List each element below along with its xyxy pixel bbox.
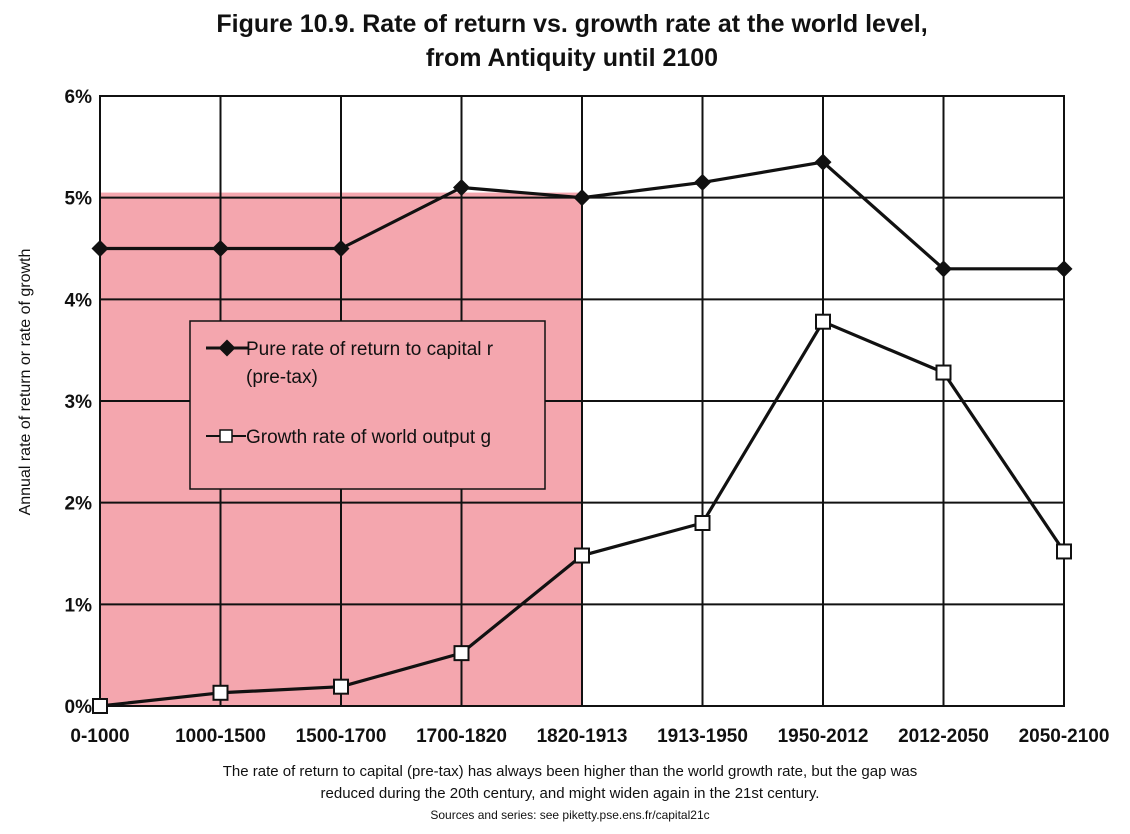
data-point-r — [814, 153, 832, 171]
data-point-g — [212, 684, 229, 701]
legend-g-label: Growth rate of world output g — [246, 427, 491, 448]
y-tick-label: 0% — [65, 697, 93, 718]
x-tick-label: 1950-2012 — [778, 726, 869, 747]
legend-r-label: Pure rate of return to capital r — [246, 339, 494, 360]
y-axis-label: Annual rate of return or rate of growth — [17, 249, 34, 516]
chart-title-line2: from Antiquity until 2100 — [426, 44, 718, 72]
data-point-g — [92, 698, 108, 714]
y-tick-label: 6% — [65, 87, 93, 108]
legend: Pure rate of return to capital r (pre-ta… — [189, 320, 546, 490]
x-tick-label: 2012-2050 — [898, 726, 989, 747]
caption-line1: The rate of return to capital (pre-tax) … — [223, 763, 918, 780]
x-tick-label: 1700-1820 — [416, 726, 507, 747]
data-point-r — [694, 173, 711, 191]
y-tick-label: 1% — [65, 595, 93, 616]
legend-g-marker — [219, 429, 233, 443]
data-point-r — [332, 240, 350, 257]
legend-box — [189, 320, 546, 490]
x-tick-label: 1820-1913 — [537, 726, 628, 747]
data-point-r — [935, 260, 952, 278]
data-point-g — [694, 515, 711, 531]
x-tick-label: 0-1000 — [70, 726, 129, 747]
x-tick-label: 1500-1700 — [296, 726, 387, 747]
data-point-r — [573, 189, 591, 207]
x-tick-label: 1000-1500 — [175, 726, 266, 747]
data-point-r — [91, 240, 109, 257]
y-tick-label: 2% — [65, 494, 93, 515]
y-tick-layer: 0% 1% 2% 3% 4% 5% 6% — [65, 87, 93, 718]
data-point-g — [453, 645, 470, 662]
caption-line2: reduced during the 20th century, and mig… — [321, 785, 820, 802]
data-point-r — [1055, 260, 1073, 278]
x-tick-label: 2050-2100 — [1019, 726, 1110, 747]
source-note: Sources and series: see piketty.pse.ens.… — [430, 808, 709, 822]
y-tick-label: 4% — [65, 290, 93, 311]
chart-title-line1: Figure 10.9. Rate of return vs. growth r… — [216, 10, 927, 38]
data-point-g — [1056, 543, 1072, 560]
x-tick-layer: 0-1000 1000-1500 1500-1700 1700-1820 1820-19… — [70, 726, 1109, 747]
data-point-g — [574, 547, 590, 564]
legend-r-marker — [218, 339, 236, 357]
y-tick-label: 5% — [65, 189, 93, 210]
data-point-g — [333, 678, 349, 695]
data-point-g — [935, 364, 952, 381]
data-point-r — [212, 240, 229, 257]
data-point-r — [453, 179, 470, 196]
x-tick-label: 1913-1950 — [657, 726, 748, 747]
plot-frame — [99, 95, 1065, 707]
data-point-g — [815, 313, 831, 330]
legend-r-label-line2: (pre-tax) — [246, 367, 318, 388]
series-layer — [91, 153, 1073, 714]
y-tick-label: 3% — [65, 392, 93, 413]
